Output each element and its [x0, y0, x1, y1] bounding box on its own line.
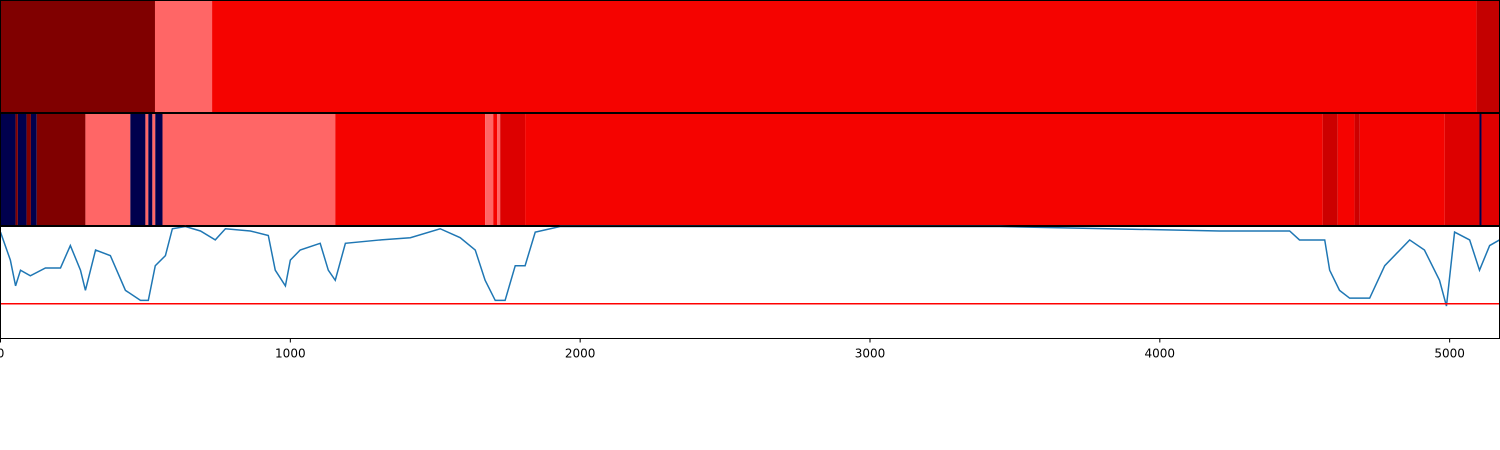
segment — [148, 113, 153, 226]
segment — [1337, 113, 1355, 226]
segment — [0, 113, 16, 226]
segment — [152, 113, 156, 226]
segment — [154, 0, 213, 113]
segment — [497, 113, 501, 226]
segment — [85, 113, 131, 226]
segment — [500, 113, 526, 226]
segment — [493, 113, 498, 226]
segment — [26, 113, 31, 226]
x-tick-label: 4000 — [1145, 347, 1176, 361]
segment — [1359, 113, 1445, 226]
segment — [525, 113, 1323, 226]
segment — [212, 0, 1477, 113]
segment — [1322, 113, 1338, 226]
segment — [335, 113, 486, 226]
segment — [1476, 0, 1500, 113]
x-tick-label: 3000 — [855, 347, 886, 361]
segment — [130, 113, 146, 226]
segment — [1481, 113, 1500, 226]
segment — [485, 113, 494, 226]
segment — [0, 0, 155, 113]
segment — [17, 113, 27, 226]
panel-frame — [0, 226, 1500, 339]
x-tick-label: 5000 — [1434, 347, 1465, 361]
x-tick-label: 1000 — [275, 347, 306, 361]
segment — [162, 113, 336, 226]
segment — [36, 113, 86, 226]
x-tick-label: 0 — [0, 347, 4, 361]
segment — [155, 113, 163, 226]
line — [0, 225, 1500, 307]
segment — [1354, 113, 1360, 226]
segment — [1479, 113, 1482, 226]
segment — [1444, 113, 1480, 226]
x-tick-label: 2000 — [565, 347, 596, 361]
segment — [15, 113, 18, 226]
segment — [30, 113, 37, 226]
segment — [145, 113, 149, 226]
